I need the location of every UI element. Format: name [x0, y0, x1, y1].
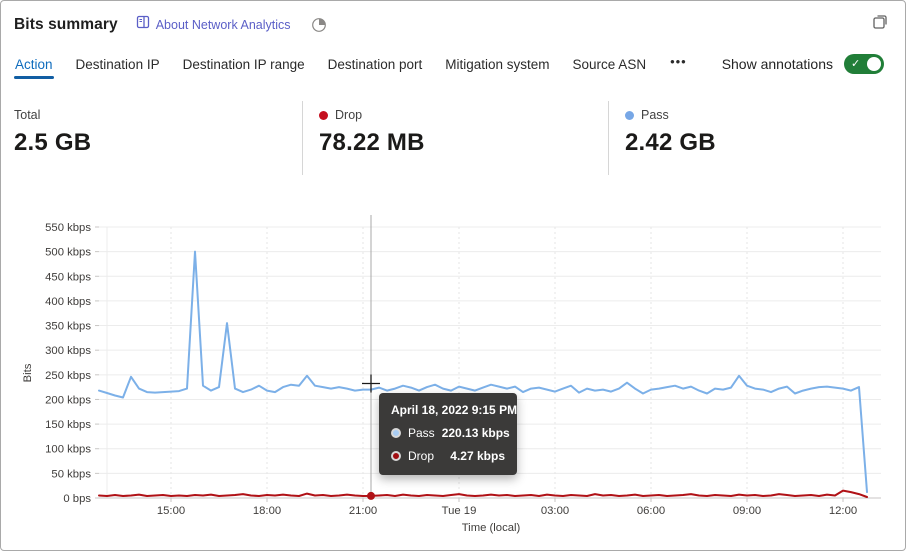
pass-series-icon: [391, 428, 401, 438]
show-annotations-toggle[interactable]: ✓: [844, 54, 884, 74]
page-title: Bits summary: [14, 15, 118, 33]
check-icon: ✓: [851, 58, 861, 70]
stat-total-value: 2.5 GB: [14, 129, 92, 156]
pivot-tabbar: Action Destination IP Destination IP ran…: [14, 54, 689, 81]
drop-legend-dot: [319, 110, 328, 120]
drop-series-icon: [391, 451, 401, 461]
show-annotations-label: Show annotations: [721, 56, 833, 72]
tooltip-pass-row: Pass 220.13 kbps: [391, 426, 510, 440]
stat-pass-value: 2.42 GB: [625, 129, 716, 156]
clone-window-icon[interactable]: [872, 13, 889, 35]
tooltip-drop-label: Drop: [408, 449, 435, 463]
tab-source-asn[interactable]: Source ASN: [572, 57, 647, 72]
stat-drop: Drop 78.22 MB: [302, 101, 608, 175]
stat-drop-value: 78.22 MB: [319, 129, 425, 156]
header: Bits summary About Network Analytics: [14, 15, 327, 34]
stat-pass: Pass 2.42 GB: [608, 101, 905, 175]
about-network-analytics-link[interactable]: About Network Analytics: [136, 15, 291, 34]
tooltip-timestamp: April 18, 2022 9:15 PM: [391, 403, 518, 417]
about-link-label: About Network Analytics: [155, 17, 291, 32]
tooltip-pass-label: Pass: [408, 426, 435, 440]
tab-action[interactable]: Action: [14, 54, 54, 81]
tab-destination-ip-range[interactable]: Destination IP range: [182, 57, 305, 72]
tooltip-drop-value: 4.27 kbps: [450, 449, 505, 463]
tab-mitigation-system[interactable]: Mitigation system: [445, 57, 550, 72]
chart-tooltip: April 18, 2022 9:15 PM Pass 220.13 kbps …: [379, 393, 517, 475]
tooltip-pass-value: 220.13 kbps: [441, 426, 510, 440]
pass-legend-dot: [625, 110, 634, 120]
time-pie-icon[interactable]: [311, 17, 327, 33]
stat-total-label: Total: [14, 108, 41, 122]
show-annotations-control: Show annotations ✓: [722, 54, 884, 74]
tab-destination-port[interactable]: Destination port: [327, 57, 423, 72]
toggle-knob: [867, 57, 881, 71]
more-tabs-button[interactable]: •••: [670, 54, 687, 69]
stat-drop-label: Drop: [335, 108, 363, 122]
tab-destination-ip[interactable]: Destination IP: [75, 57, 160, 72]
book-icon: [136, 15, 150, 34]
bits-chart-plot-area[interactable]: [1, 196, 905, 550]
stats-row: Total 2.5 GB Drop 78.22 MB Pass 2.42 GB: [1, 101, 905, 175]
tooltip-drop-row: Drop 4.27 kbps: [391, 449, 505, 463]
stat-pass-label: Pass: [641, 108, 669, 122]
stat-total: Total 2.5 GB: [1, 101, 302, 175]
